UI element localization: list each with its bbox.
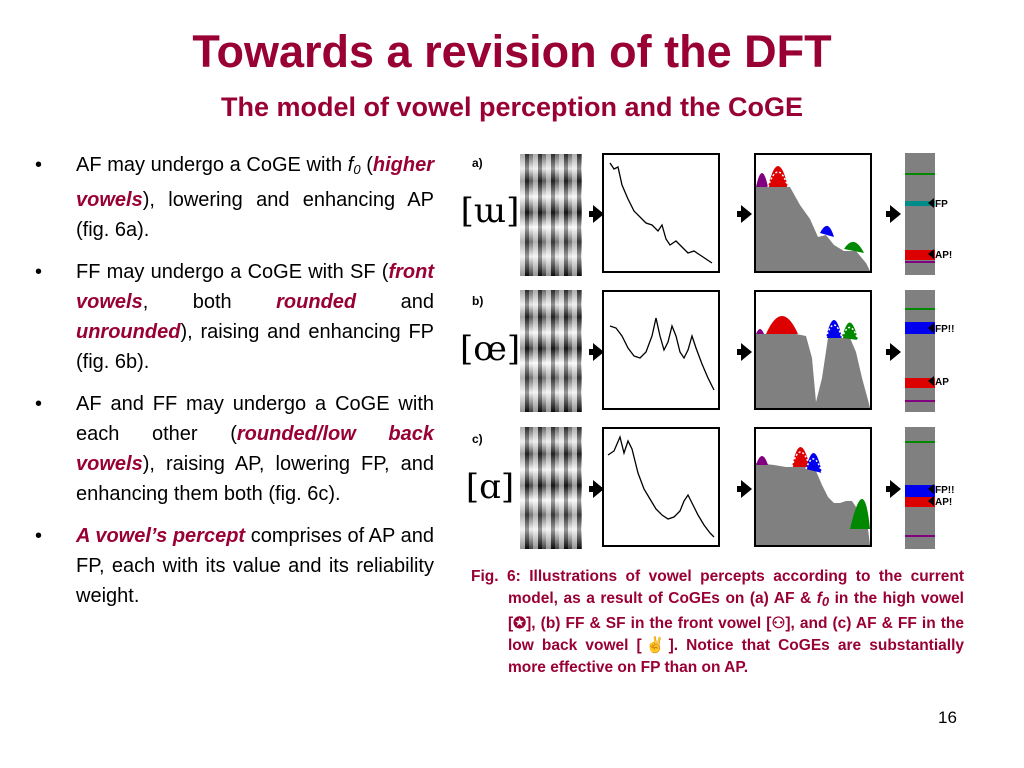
emphasis-text: rounded/low back vowels (76, 423, 434, 475)
enhanced-spectrum-b (756, 316, 870, 408)
ipa-symbol: [ɑ] (460, 460, 520, 514)
page-subtitle: The model of vowel perception and the Co… (220, 92, 804, 122)
emphasis-text: higher vowels (76, 154, 434, 211)
fp-marker (905, 201, 935, 206)
bullet-item-1: • AF may undergo a CoGE with f0 (higher … (30, 150, 434, 245)
percept-bar (905, 427, 935, 549)
emphasis-text: A vowel’s percept (76, 525, 246, 547)
f0-marker (905, 535, 935, 537)
fp-label: FP!! (928, 484, 954, 496)
ap-marker (905, 378, 935, 388)
arrow-icon (886, 343, 901, 361)
spectrum-line-c (607, 434, 715, 538)
bullet-dot: • (35, 261, 43, 283)
sf-marker (905, 441, 935, 443)
spectrogram-image (520, 154, 582, 276)
spectrum-plot (602, 153, 720, 273)
spectrogram-image (520, 427, 582, 549)
bullet-dot: • (35, 154, 43, 176)
sf-marker (905, 173, 935, 175)
ipa-symbol: [ɯ] (460, 184, 520, 238)
spectrum-plot (602, 290, 720, 410)
enhanced-spectrum-plot (754, 427, 872, 547)
page-title: Towards a revision of the DFT (192, 26, 832, 77)
percept-bar (905, 290, 935, 412)
bullet-dot: • (35, 393, 43, 415)
bullet-item-3: • AF and FF may undergo a CoGE with each… (30, 389, 434, 509)
panel-label-a: a) (472, 156, 483, 170)
arrow-icon (737, 343, 752, 361)
ap-marker (905, 497, 935, 507)
f0-marker (905, 261, 935, 263)
bullet-item-2: • FF may undergo a CoGE with SF (front v… (30, 257, 434, 377)
arrow-icon (886, 480, 901, 498)
figure-caption: Fig. 6: Illustrations of vowel percepts … (471, 568, 964, 676)
enhanced-spectrum-plot (754, 290, 872, 410)
spectrum-line-b (609, 317, 715, 391)
arrow-icon (589, 205, 604, 223)
arrow-icon (737, 205, 752, 223)
arrow-icon (589, 343, 604, 361)
bullet-dot: • (35, 525, 43, 547)
page-number: 16 (938, 708, 957, 727)
enhanced-spectrum-c (756, 447, 870, 545)
panel-label-c: c) (472, 432, 483, 446)
enhanced-spectrum-plot (754, 153, 872, 273)
arrow-icon (737, 480, 752, 498)
bullet-list: • AF may undergo a CoGE with f0 (higher … (30, 150, 434, 623)
emphasis-text: front vowels (76, 261, 434, 313)
spectrum-plot (602, 427, 720, 547)
f0-marker (905, 400, 935, 402)
ipa-symbol: [œ] (460, 322, 520, 376)
arrow-icon (886, 205, 901, 223)
percept-bar (905, 153, 935, 275)
arrow-icon (589, 480, 604, 498)
panel-label-b: b) (472, 294, 484, 308)
bullet-item-4: • A vowel’s percept comprises of AP and … (30, 521, 434, 611)
fp-label: FP (928, 198, 948, 210)
emphasis-text: unrounded (76, 321, 181, 343)
ap-marker (905, 250, 935, 260)
ap-label: AP (928, 376, 949, 388)
sf-marker (905, 308, 935, 310)
spectrum-line-a (609, 162, 713, 264)
spectrogram-image (520, 290, 582, 412)
emphasis-text: rounded (276, 291, 357, 313)
enhanced-spectrum-a (756, 166, 870, 271)
ap-label: AP! (928, 496, 952, 508)
fp-label: FP!! (928, 323, 954, 335)
ap-label: AP! (928, 249, 952, 261)
